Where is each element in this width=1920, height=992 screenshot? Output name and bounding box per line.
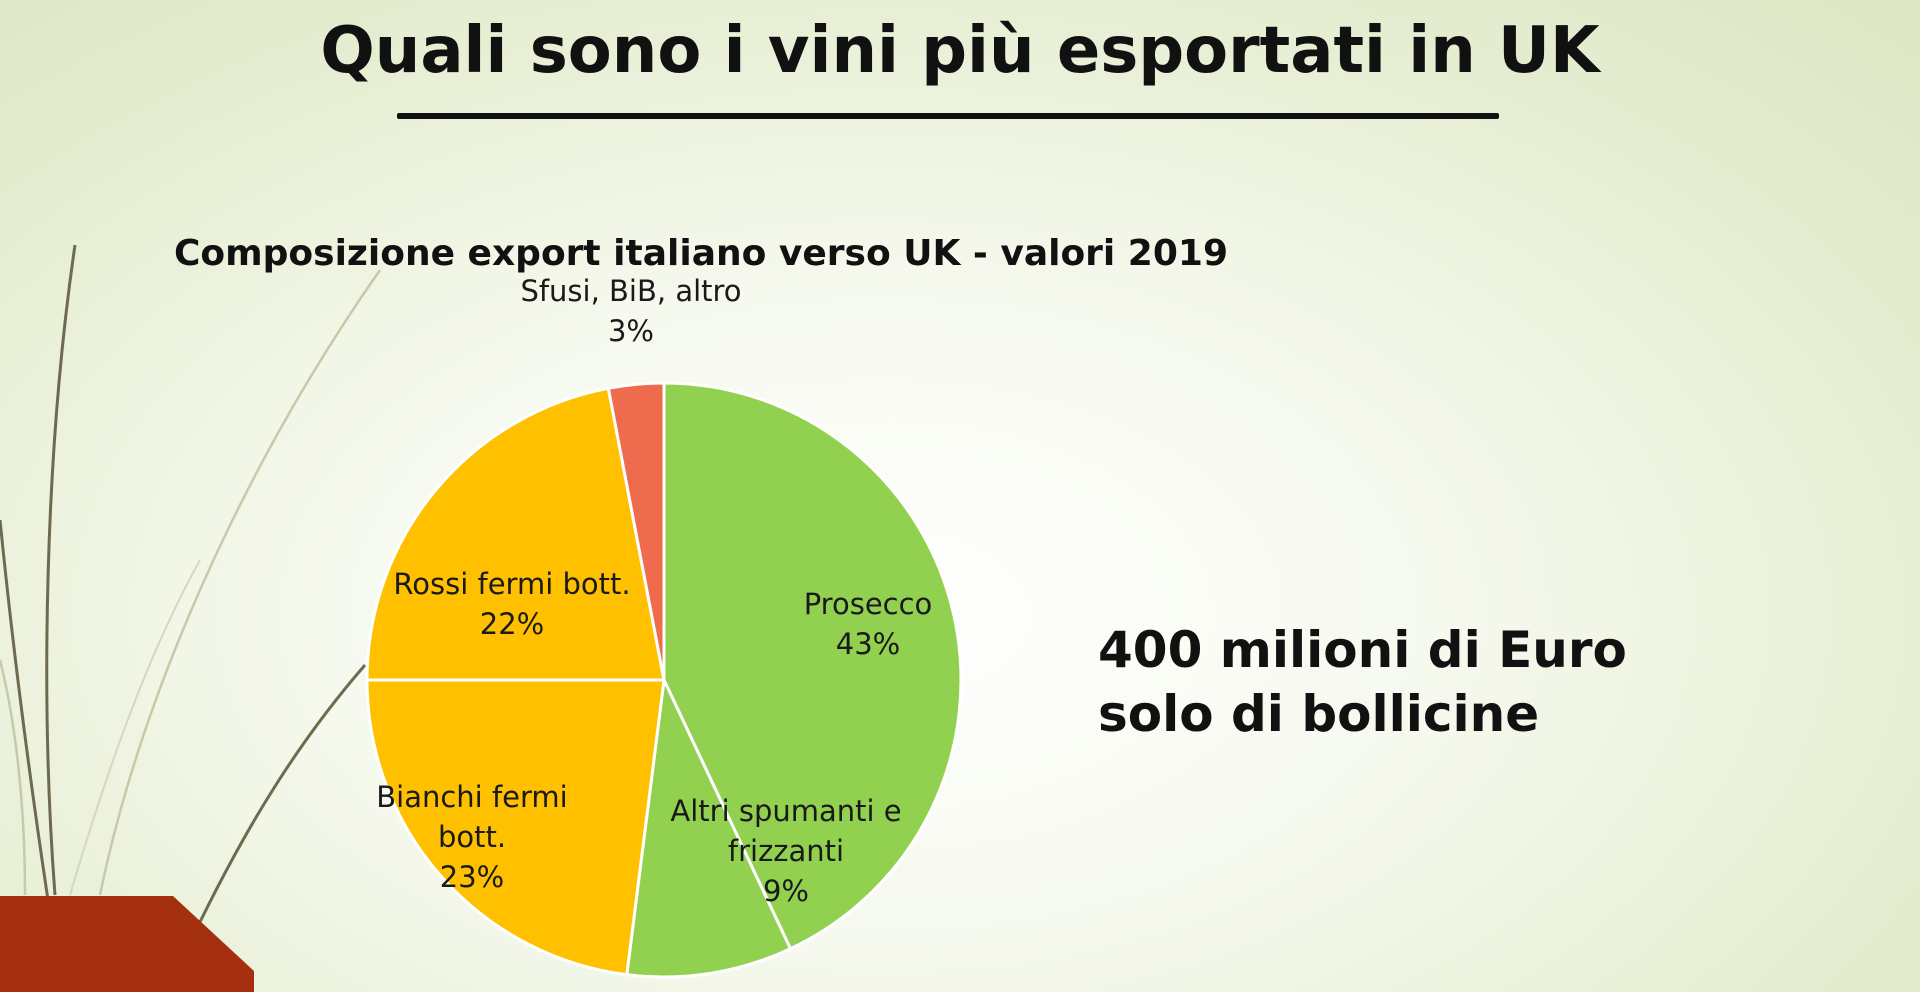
pie-slice-bianchi-fermi-bott xyxy=(365,678,666,977)
grass-blade-dark-3 xyxy=(198,664,367,923)
red-stripe xyxy=(0,896,254,992)
grass-blade-light-3 xyxy=(69,559,201,896)
data-label-rossi-fermi-bott: Rossi fermi bott. 22% xyxy=(393,567,630,641)
grass-blade-light-1 xyxy=(98,269,382,896)
grass-blade-light-2 xyxy=(0,659,27,896)
chart-title: Composizione export italiano verso UK - … xyxy=(174,233,1229,274)
grass-blade-dark-2 xyxy=(0,519,50,901)
grass-blade-dark-1 xyxy=(45,244,77,896)
pie-slice-prosecco xyxy=(662,381,963,951)
data-label-altri-spumanti-e-frizzanti: Altri spumanti e frizzanti 9% xyxy=(670,794,901,908)
pie-slice-altri-spumanti-e-frizzanti xyxy=(625,674,793,979)
pie-slice-sfusi-bib-altro xyxy=(606,381,666,681)
pie-slice-rossi-fermi-bott xyxy=(365,386,666,682)
callout-line-1: 400 milioni di Euro xyxy=(1098,621,1627,679)
callout-line-2: solo di bollicine xyxy=(1098,685,1540,743)
slide-title: Quali sono i vini più esportati in UK xyxy=(320,14,1600,88)
callout-text: 400 milioni di Euro solo di bollicine xyxy=(1098,618,1627,746)
data-label-prosecco: Prosecco 43% xyxy=(804,587,933,661)
data-label-sfusi-bib-altro: Sfusi, BiB, altro 3% xyxy=(520,274,741,348)
data-label-bianchi-fermi-bott: Bianchi fermi bott. 23% xyxy=(376,780,567,894)
title-underline xyxy=(397,113,1499,119)
